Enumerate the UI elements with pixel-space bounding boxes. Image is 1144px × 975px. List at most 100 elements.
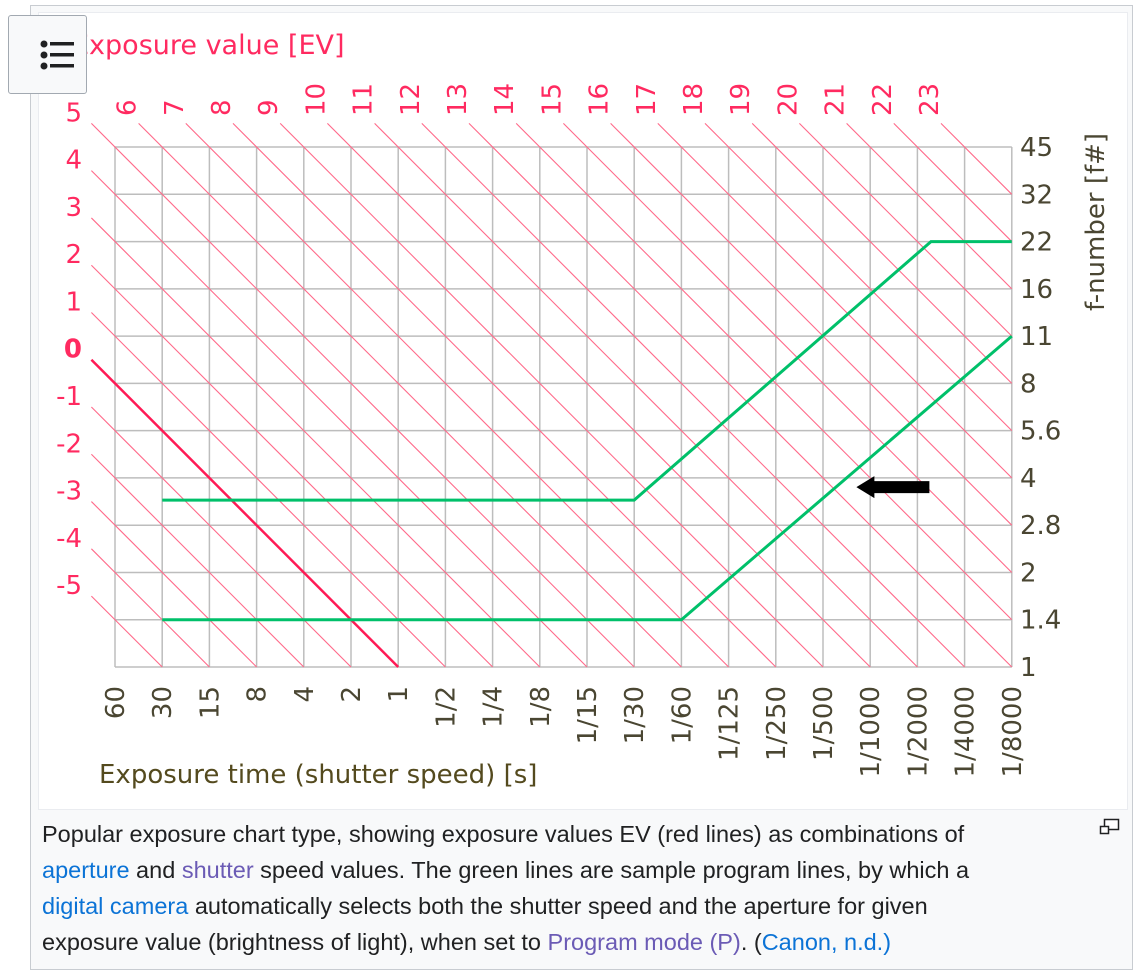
ev-line bbox=[374, 123, 918, 668]
caption-text: and bbox=[129, 857, 182, 883]
ev-label: 3 bbox=[65, 193, 82, 223]
y-tick-label: 11 bbox=[1020, 322, 1053, 352]
ev-label: 12 bbox=[396, 83, 426, 116]
ev-label: 4 bbox=[65, 146, 82, 176]
ev-line bbox=[91, 453, 305, 668]
link-shutter[interactable]: shutter bbox=[181, 857, 254, 883]
ev-line bbox=[91, 123, 635, 668]
x-tick-label: 4 bbox=[290, 686, 320, 703]
x-tick-label: 1/60 bbox=[667, 686, 697, 744]
x-tick-label: 1/8 bbox=[526, 686, 556, 728]
ev-label: -2 bbox=[56, 429, 82, 459]
program-line bbox=[162, 334, 1013, 622]
enlarge-button[interactable] bbox=[1098, 816, 1120, 835]
ev-label: 15 bbox=[537, 83, 567, 116]
link-aperture[interactable]: aperture bbox=[42, 857, 130, 883]
caption-text: automatically selects both the shutter s… bbox=[188, 893, 928, 919]
ev-line bbox=[421, 123, 965, 668]
program-lines bbox=[162, 240, 1013, 622]
y-axis-title: f-number [f#] bbox=[1081, 133, 1111, 311]
y-tick-label: 8 bbox=[1020, 369, 1037, 399]
ev-label: 19 bbox=[726, 83, 756, 116]
y-tick-label: 5.6 bbox=[1020, 417, 1061, 447]
x-tick-label: 1/250 bbox=[762, 686, 792, 761]
caption-text: Popular exposure chart type, showing exp… bbox=[42, 821, 965, 847]
ev-line bbox=[185, 123, 729, 668]
ev-line bbox=[138, 123, 682, 668]
ev-line bbox=[91, 170, 588, 668]
ev-label: 7 bbox=[160, 99, 190, 116]
x-tick-label: 1 bbox=[384, 686, 414, 703]
table-of-contents-button[interactable] bbox=[8, 15, 87, 94]
ev-line bbox=[610, 123, 1013, 526]
y-tick-label: 1.4 bbox=[1020, 606, 1061, 636]
ev-label: 22 bbox=[868, 83, 898, 116]
ev-line bbox=[91, 406, 352, 668]
ev-line bbox=[704, 123, 1013, 432]
ev-label: 0 bbox=[64, 335, 82, 365]
figure-caption: Popular exposure chart type, showing exp… bbox=[42, 816, 1082, 960]
ev-line bbox=[91, 548, 210, 668]
x-axis-title: Exposure time (shutter speed) [s] bbox=[99, 760, 537, 790]
ev-label: 6 bbox=[113, 99, 143, 116]
ev-line bbox=[751, 123, 1013, 384]
x-tick-label: 15 bbox=[195, 686, 225, 719]
x-tick-label: 1/125 bbox=[715, 686, 745, 761]
y-tick-label: 4 bbox=[1020, 464, 1037, 494]
ev-line bbox=[327, 123, 871, 668]
ev-line bbox=[91, 264, 493, 668]
ev-label: 2 bbox=[65, 240, 82, 270]
x-tick-label: 1/2000 bbox=[903, 686, 933, 777]
ev-line bbox=[91, 217, 541, 668]
x-tick-label: 1/2 bbox=[431, 686, 461, 728]
figure-image[interactable] bbox=[38, 12, 1128, 810]
ev-label: 17 bbox=[632, 83, 662, 116]
ev-line bbox=[91, 312, 446, 668]
ev-line bbox=[232, 123, 777, 668]
ev-label: 14 bbox=[490, 83, 520, 116]
x-tick-label: 2 bbox=[337, 686, 367, 703]
ev-line bbox=[91, 595, 163, 668]
grid bbox=[114, 146, 1013, 668]
x-tick-label: 1/4000 bbox=[951, 686, 981, 777]
ev-label: -1 bbox=[56, 382, 82, 412]
ev-label: 18 bbox=[679, 83, 709, 116]
ev-line bbox=[563, 123, 1013, 573]
y-tick-label: 22 bbox=[1020, 228, 1053, 258]
y-tick-label: 32 bbox=[1020, 180, 1053, 210]
ev-line bbox=[893, 123, 1013, 242]
chart-title: Exposure value [EV] bbox=[72, 30, 345, 61]
y-tick-label: 2.8 bbox=[1020, 511, 1061, 541]
x-tick-label: 8 bbox=[243, 686, 273, 703]
ev-line bbox=[468, 123, 1013, 668]
ev-label: 23 bbox=[915, 83, 945, 116]
ev-line bbox=[799, 123, 1013, 337]
enlarge-icon bbox=[1099, 818, 1120, 835]
link-canon-citation[interactable]: Canon, n.d.) bbox=[761, 929, 892, 955]
y-tick-label: 1 bbox=[1020, 653, 1037, 683]
y-tick-label: 16 bbox=[1020, 275, 1053, 305]
x-tick-label: 1/15 bbox=[573, 686, 603, 744]
ev-label: 5 bbox=[65, 98, 82, 128]
y-tick-label: 45 bbox=[1020, 133, 1053, 163]
ev-label: 13 bbox=[443, 83, 473, 116]
ev-line bbox=[279, 123, 824, 668]
ev-line bbox=[657, 123, 1013, 479]
y-tick-label: 2 bbox=[1020, 558, 1037, 588]
ev-label: 11 bbox=[349, 83, 379, 116]
x-tick-label: 60 bbox=[101, 686, 131, 719]
arrow-annotation bbox=[856, 476, 930, 499]
x-tick-label: 1/30 bbox=[620, 686, 650, 744]
ev-label: 16 bbox=[585, 83, 615, 116]
ev-lines bbox=[90, 123, 1013, 668]
link-digital-camera[interactable]: digital camera bbox=[42, 893, 189, 919]
ev-line bbox=[515, 123, 1013, 621]
link-program-mode[interactable]: Program mode (P) bbox=[547, 929, 741, 955]
x-tick-label: 1/4 bbox=[479, 686, 509, 728]
ev-line bbox=[91, 501, 257, 668]
ev-label: -4 bbox=[56, 524, 82, 554]
ev-label: -3 bbox=[56, 477, 82, 507]
ev-line bbox=[90, 358, 400, 668]
